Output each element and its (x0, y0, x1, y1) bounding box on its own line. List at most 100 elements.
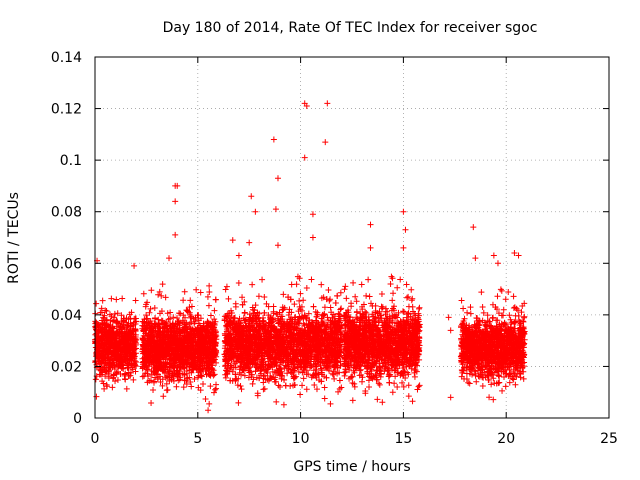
roti-point (114, 377, 121, 384)
roti-point (273, 398, 280, 405)
roti-point (212, 386, 219, 393)
roti-point (111, 342, 118, 349)
roti-point (275, 382, 282, 389)
roti-point (114, 310, 121, 317)
roti-point (291, 301, 298, 308)
roti-point (394, 284, 401, 291)
roti-point (237, 383, 244, 390)
roti-point (202, 395, 209, 402)
roti-point (111, 336, 118, 343)
roti-point (255, 293, 262, 300)
chart-title: Day 180 of 2014, Rate Of TEC Index for r… (163, 20, 538, 36)
roti-point (280, 401, 287, 408)
roti-point (147, 305, 154, 312)
roti-point (308, 276, 315, 283)
roti-point (132, 340, 139, 347)
roti-point (211, 316, 218, 323)
roti-point (96, 329, 103, 336)
roti-point (173, 383, 180, 390)
roti-point (222, 286, 229, 293)
roti-point (123, 385, 130, 392)
roti-point (104, 383, 111, 390)
roti-point (167, 315, 174, 322)
roti-point (96, 335, 103, 342)
roti-point (128, 351, 135, 358)
roti-point (120, 316, 127, 323)
roti-point (125, 322, 132, 329)
roti-point (131, 361, 138, 368)
roti-point (108, 295, 115, 302)
roti-point (206, 282, 213, 289)
roti-point (123, 341, 130, 348)
roti-point (299, 382, 306, 389)
roti-point (338, 384, 345, 391)
roti-point (119, 365, 126, 372)
roti-point (327, 304, 334, 311)
roti-point (180, 384, 187, 391)
roti-point (206, 400, 213, 407)
roti-point (93, 300, 100, 307)
roti-point (416, 304, 423, 311)
roti-point (115, 320, 122, 327)
roti-point (321, 304, 328, 311)
roti-point (96, 371, 103, 378)
roti-point (249, 281, 256, 288)
roti-point (121, 331, 128, 338)
roti-point (106, 328, 113, 335)
roti-point (115, 354, 122, 361)
roti-point (114, 368, 121, 375)
roti-point (106, 359, 113, 366)
roti-point (140, 290, 147, 297)
roti-point (177, 310, 184, 317)
roti-point (128, 360, 135, 367)
roti-point (212, 296, 219, 303)
roti-point (107, 331, 114, 338)
roti-point (238, 386, 245, 393)
roti-point (115, 339, 122, 346)
roti-point (197, 289, 204, 296)
roti-point (97, 367, 104, 374)
roti-point (261, 293, 268, 300)
roti-point (187, 297, 194, 304)
roti-point (232, 371, 239, 378)
roti-point (288, 281, 295, 288)
roti-point (129, 331, 136, 338)
roti-point (259, 276, 266, 283)
roti-point (102, 347, 109, 354)
roti-point (130, 376, 137, 383)
roti-point (105, 367, 112, 374)
roti-point (99, 297, 106, 304)
roti-point (297, 290, 304, 297)
roti-point (207, 312, 214, 319)
roti-point (103, 333, 110, 340)
roti-point (336, 377, 343, 384)
roti-point (223, 283, 230, 290)
roti-point (126, 373, 133, 380)
roti-point (313, 386, 320, 393)
roti-point (113, 296, 120, 303)
roti-point (338, 305, 345, 312)
roti-point (232, 303, 239, 310)
roti-point (112, 378, 119, 385)
roti-point (249, 380, 256, 387)
roti-point (303, 284, 310, 291)
roti-point (107, 345, 114, 352)
roti-point (103, 308, 110, 315)
roti-point (148, 287, 155, 294)
roti-point (162, 294, 169, 301)
roti-point (97, 322, 104, 329)
roti-point (158, 292, 165, 299)
roti-point (325, 287, 332, 294)
roti-point (300, 375, 307, 382)
roti-point (151, 305, 158, 312)
roti-point (125, 362, 132, 369)
roti-point (107, 311, 114, 318)
roti-point (282, 382, 289, 389)
roti-point (109, 318, 116, 325)
roti-point (150, 387, 157, 394)
roti-point (159, 281, 166, 288)
roti-point (123, 357, 130, 364)
roti-point (311, 381, 318, 388)
roti-point (206, 289, 213, 296)
roti-point (110, 344, 117, 351)
